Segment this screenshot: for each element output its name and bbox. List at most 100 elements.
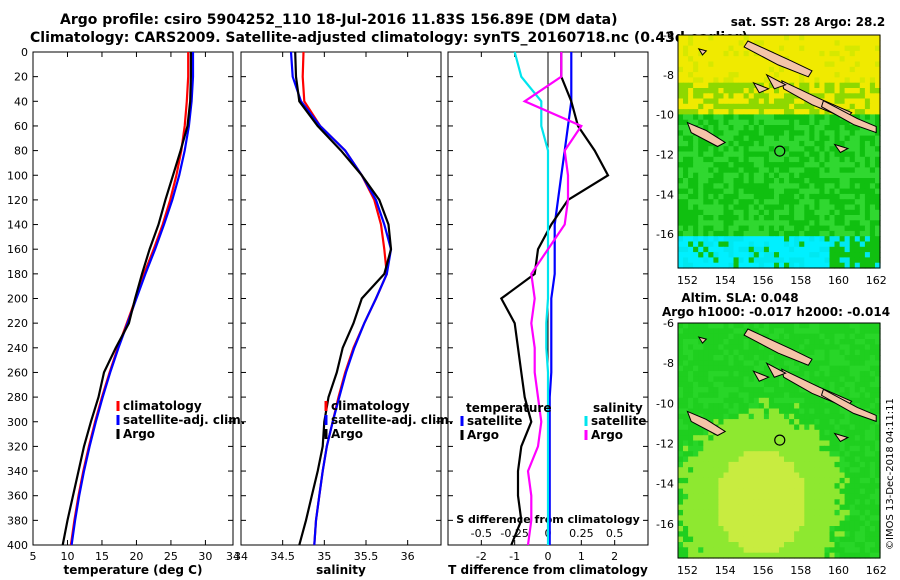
map-cell <box>819 515 825 522</box>
map-cell <box>758 109 765 115</box>
map-cell <box>794 50 800 57</box>
map-cell <box>819 429 825 436</box>
map-cell <box>799 199 805 206</box>
map-cell <box>753 515 760 522</box>
map-cell <box>864 246 871 253</box>
map-cell <box>728 381 735 388</box>
map-cell <box>799 515 805 522</box>
map-cell <box>753 483 760 490</box>
map-cell <box>763 536 770 543</box>
map-cell <box>693 339 699 345</box>
map-cell <box>784 493 790 500</box>
map-cell <box>804 225 810 232</box>
map-cell <box>799 419 805 425</box>
map-cell <box>819 403 825 409</box>
map-cell <box>814 333 820 340</box>
map-cell <box>698 515 704 522</box>
map-cell <box>703 381 709 388</box>
map-cell <box>789 520 795 527</box>
map-cell <box>768 135 775 142</box>
map-cell <box>743 387 750 393</box>
map-cell <box>869 209 876 216</box>
map-cell <box>814 520 820 527</box>
map-cell <box>829 246 836 253</box>
series-line <box>294 51 393 546</box>
map-cell <box>869 204 876 211</box>
map-cell <box>758 204 765 211</box>
map-cell <box>708 241 714 248</box>
map-cell <box>829 77 836 84</box>
map-cell <box>824 82 831 89</box>
map-cell <box>844 542 851 548</box>
map-cell <box>743 50 750 57</box>
map-cell <box>779 483 785 490</box>
map-cell <box>804 392 810 399</box>
map-cell <box>804 339 810 345</box>
map-cell <box>678 77 684 84</box>
map-cell <box>814 88 820 94</box>
map-cell <box>789 93 795 100</box>
map-cell <box>849 397 856 404</box>
map-cell <box>683 199 689 206</box>
map-cell <box>743 371 750 377</box>
map-cell <box>698 520 704 527</box>
map-cell <box>753 461 760 468</box>
map-cell <box>723 531 730 538</box>
map-cell <box>814 360 820 367</box>
map-cell <box>698 45 704 52</box>
map-cell <box>779 456 785 463</box>
map-cell <box>814 424 820 431</box>
map-cell <box>839 488 846 495</box>
argo-position-marker <box>774 434 786 446</box>
map-cell <box>678 98 684 105</box>
map-cell <box>869 440 876 447</box>
map-cell <box>779 93 785 100</box>
map-cell <box>678 413 684 420</box>
map-cell <box>693 488 699 495</box>
map-cell <box>738 381 745 388</box>
map-cell <box>869 424 876 431</box>
map-cell <box>834 376 841 383</box>
map-cell <box>814 403 820 409</box>
map-cell <box>678 387 684 393</box>
map-cell <box>743 66 750 73</box>
map-cell <box>784 504 790 511</box>
map-cell <box>819 472 825 479</box>
map-cell <box>683 526 689 532</box>
map-cell <box>763 547 770 554</box>
map-cell <box>748 376 755 383</box>
map-cell <box>748 172 755 179</box>
map-cell <box>763 515 770 522</box>
map-cell <box>809 392 815 399</box>
map-cell <box>875 515 881 522</box>
map-cell <box>794 140 800 147</box>
map-cell <box>733 183 740 190</box>
map-cell <box>733 355 740 361</box>
map-cell <box>703 50 709 57</box>
map-cell <box>839 408 846 415</box>
map-cell <box>678 488 684 495</box>
map-cell <box>869 547 876 554</box>
map-cell <box>849 509 856 516</box>
map-cell <box>834 344 841 351</box>
map-cell <box>864 552 871 559</box>
map-cell <box>779 130 785 137</box>
map-cell <box>708 146 714 153</box>
map-cell <box>743 209 750 216</box>
map-cell <box>814 35 820 41</box>
map-cell <box>738 509 745 516</box>
map-cell <box>779 355 785 361</box>
lon-tick-label: 158 <box>790 564 811 577</box>
map-cell <box>849 323 856 329</box>
map-cell <box>779 424 785 431</box>
map-cell <box>733 371 740 377</box>
map-cell <box>824 520 831 527</box>
map-cell <box>763 419 770 425</box>
map-cell <box>683 225 689 232</box>
map-cell <box>789 114 795 121</box>
map-cell <box>733 82 740 89</box>
map-cell <box>703 56 709 63</box>
map-cell <box>718 360 724 367</box>
map-cell <box>728 66 735 73</box>
map-cell <box>839 387 846 393</box>
